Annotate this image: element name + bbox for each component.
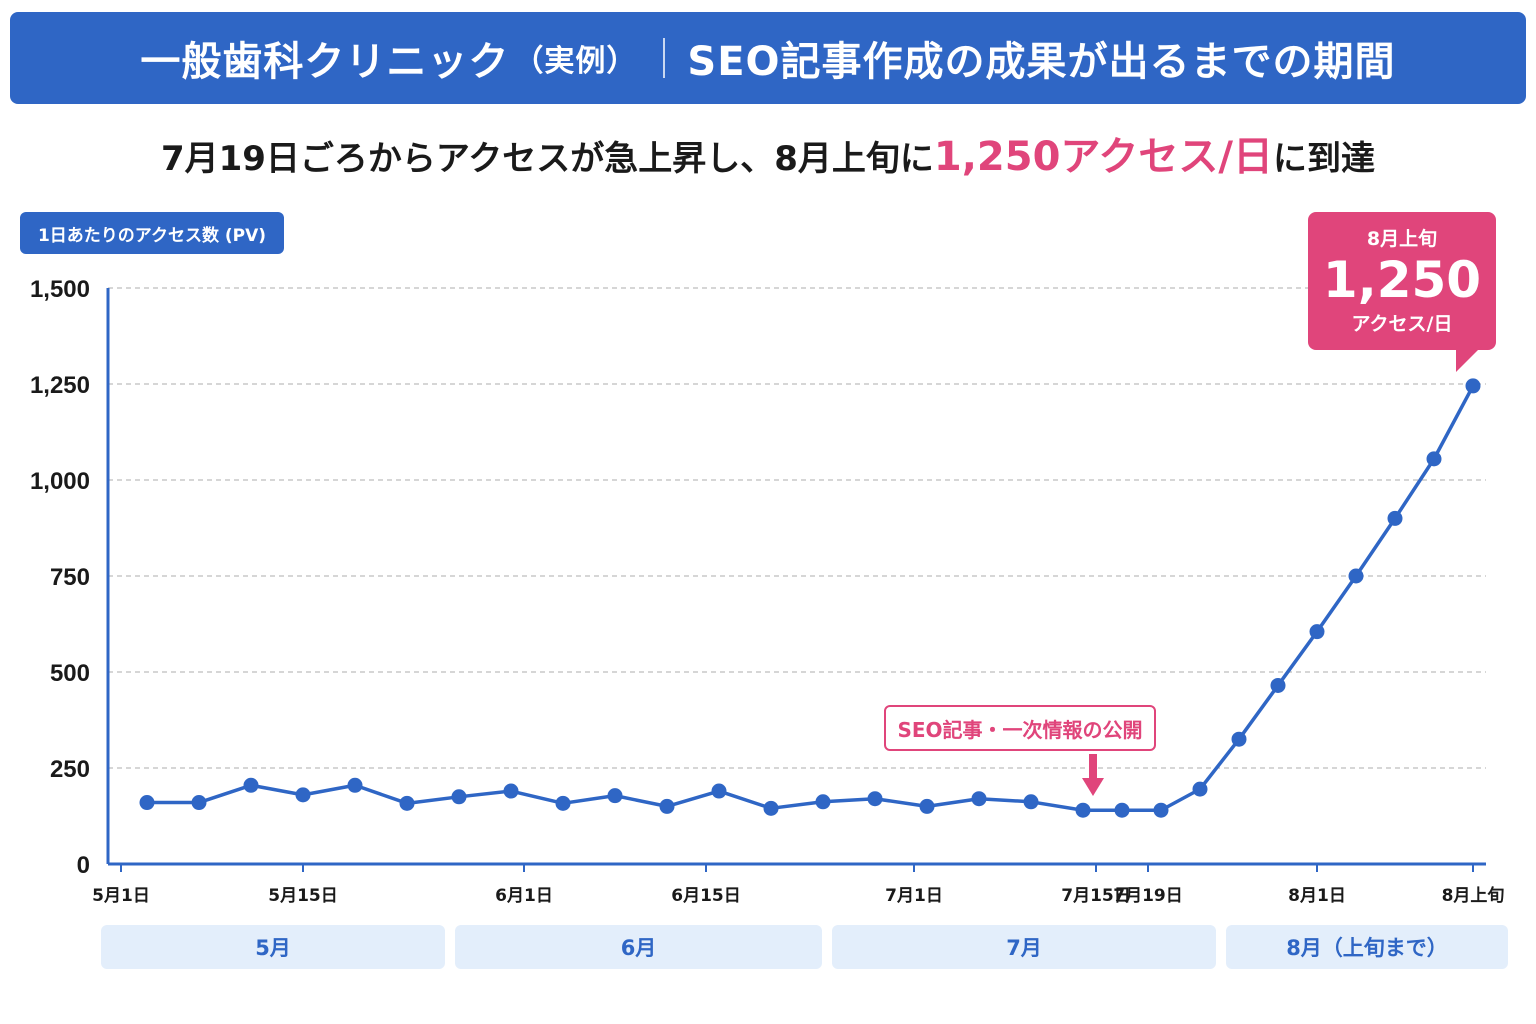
data-point — [451, 789, 467, 805]
data-point — [243, 777, 259, 793]
data-point — [763, 800, 779, 816]
peak-callout: 8月上旬 1,250 アクセス/日 — [1308, 212, 1496, 372]
x-tick-label: 5月15日 — [268, 886, 338, 906]
headline: 7月19日ごろからアクセスが急上昇し、8月上旬に1,250アクセス/日に到達 — [0, 124, 1536, 182]
title-main: 一般歯科クリニック — [140, 39, 510, 85]
y-tick-label: 750 — [50, 564, 90, 591]
data-point — [815, 794, 831, 810]
data-point — [1075, 802, 1091, 818]
data-point — [1270, 677, 1286, 693]
data-point — [347, 777, 363, 793]
callout-value: 1,250 — [1322, 251, 1482, 309]
x-tick-label: 7月19日 — [1113, 886, 1183, 906]
headline-before: 7月19日ごろからアクセスが急上昇し、8月上旬に — [160, 139, 934, 179]
data-point — [659, 798, 675, 814]
y-tick-label: 500 — [50, 660, 90, 687]
x-tick-label: 7月1日 — [885, 886, 943, 906]
annotation-label: SEO記事・一次情報の公開 — [884, 705, 1156, 751]
data-point — [1231, 731, 1247, 747]
data-point — [971, 791, 987, 807]
data-point — [1309, 624, 1325, 640]
month-band-august: 8月（上旬まで） — [1226, 925, 1508, 969]
data-point — [1192, 781, 1208, 797]
data-point — [503, 783, 519, 799]
x-tick-label: 7月15日 — [1061, 886, 1131, 906]
x-tick-label: 8月上旬 — [1442, 885, 1505, 906]
title-separator — [663, 38, 666, 78]
data-point — [1426, 451, 1442, 467]
month-band-may: 5月 — [101, 925, 445, 969]
data-point — [139, 795, 155, 811]
month-band-june: 6月 — [455, 925, 822, 969]
data-point — [1114, 802, 1130, 818]
data-point — [1387, 510, 1403, 526]
headline-highlight: 1,250アクセス/日 — [933, 134, 1274, 180]
series-line — [147, 385, 1475, 812]
y-tick-label: 1,250 — [30, 372, 90, 399]
data-point — [1465, 378, 1481, 394]
callout-unit: アクセス/日 — [1351, 313, 1453, 335]
x-tick-label: 8月1日 — [1288, 886, 1346, 906]
data-point — [399, 795, 415, 811]
data-point — [1348, 568, 1364, 584]
data-point — [1153, 802, 1169, 818]
title-sub: （実例） — [513, 44, 638, 79]
title-banner: 一般歯科クリニック （実例） SEO記事作成の成果が出るまでの期間 — [10, 12, 1526, 104]
title-topic: SEO記事作成の成果が出るまでの期間 — [687, 39, 1396, 85]
data-point — [1023, 794, 1039, 810]
y-tick-label: 1,500 — [30, 276, 90, 303]
y-axis-label: 1日あたりのアクセス数 (PV) — [20, 212, 284, 254]
annotation-arrow-icon — [1082, 754, 1104, 798]
data-point — [867, 791, 883, 807]
x-tick-label: 5月1日 — [92, 886, 150, 906]
x-tick-label: 6月1日 — [495, 886, 553, 906]
callout-pointer — [1456, 346, 1482, 372]
y-tick-label: 250 — [50, 756, 90, 783]
x-tick-label: 6月15日 — [671, 886, 741, 906]
data-point — [919, 798, 935, 814]
headline-after: に到達 — [1273, 139, 1376, 179]
data-point — [607, 788, 623, 804]
data-point — [191, 795, 207, 811]
data-point — [295, 787, 311, 803]
data-point — [555, 795, 571, 811]
data-point — [711, 783, 727, 799]
callout-period: 8月上旬 — [1366, 228, 1438, 250]
y-tick-label: 0 — [77, 852, 90, 879]
y-tick-label: 1,000 — [30, 468, 90, 495]
month-band-july: 7月 — [832, 925, 1216, 969]
